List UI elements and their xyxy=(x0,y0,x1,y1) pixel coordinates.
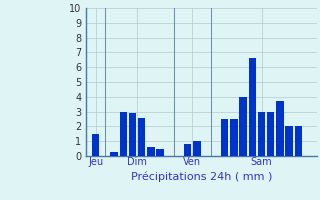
Bar xyxy=(249,58,256,156)
Bar xyxy=(184,144,191,156)
Bar xyxy=(258,112,265,156)
Bar xyxy=(267,112,275,156)
Bar xyxy=(193,141,201,156)
Bar xyxy=(239,97,247,156)
Bar xyxy=(230,119,237,156)
Bar xyxy=(138,118,145,156)
Bar xyxy=(120,112,127,156)
Bar xyxy=(110,152,118,156)
Bar xyxy=(92,134,99,156)
Bar xyxy=(295,126,302,156)
Bar xyxy=(129,113,136,156)
Bar xyxy=(156,149,164,156)
Bar xyxy=(221,119,228,156)
X-axis label: Précipitations 24h ( mm ): Précipitations 24h ( mm ) xyxy=(131,172,272,182)
Bar xyxy=(147,147,155,156)
Bar xyxy=(285,126,293,156)
Bar xyxy=(276,101,284,156)
